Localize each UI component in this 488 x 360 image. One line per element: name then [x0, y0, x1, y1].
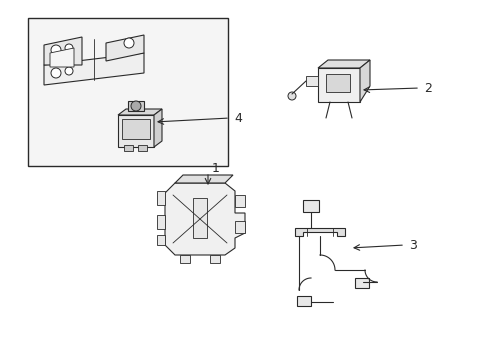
Polygon shape: [50, 48, 74, 67]
Bar: [354, 278, 368, 288]
Bar: [122, 119, 150, 139]
Bar: [193, 198, 206, 238]
Circle shape: [65, 67, 73, 75]
Bar: [28, 18, 227, 166]
Polygon shape: [44, 37, 82, 65]
Bar: [317, 68, 359, 102]
Text: 4: 4: [234, 112, 242, 125]
Text: 2: 2: [423, 81, 431, 95]
Polygon shape: [235, 221, 244, 233]
Bar: [325, 74, 349, 92]
Polygon shape: [294, 228, 345, 236]
Circle shape: [124, 38, 134, 48]
Text: 1: 1: [212, 162, 220, 175]
Circle shape: [51, 45, 61, 55]
Circle shape: [51, 68, 61, 78]
Polygon shape: [106, 35, 143, 61]
Polygon shape: [235, 195, 244, 207]
Circle shape: [287, 92, 295, 100]
Bar: [128, 101, 143, 111]
Bar: [118, 115, 154, 147]
Text: 3: 3: [408, 239, 416, 252]
Polygon shape: [359, 60, 369, 102]
Polygon shape: [180, 255, 190, 263]
Polygon shape: [118, 109, 162, 115]
Bar: [124, 145, 133, 151]
Polygon shape: [164, 183, 244, 255]
Polygon shape: [209, 255, 220, 263]
Circle shape: [65, 44, 73, 52]
Circle shape: [131, 101, 141, 111]
Polygon shape: [154, 109, 162, 147]
Polygon shape: [175, 175, 232, 183]
Polygon shape: [157, 215, 164, 229]
Polygon shape: [157, 191, 164, 205]
Polygon shape: [305, 76, 317, 86]
Bar: [303, 200, 318, 212]
Polygon shape: [44, 53, 143, 85]
Polygon shape: [157, 235, 164, 245]
Polygon shape: [317, 60, 369, 68]
Bar: [296, 296, 310, 306]
Bar: [138, 145, 147, 151]
